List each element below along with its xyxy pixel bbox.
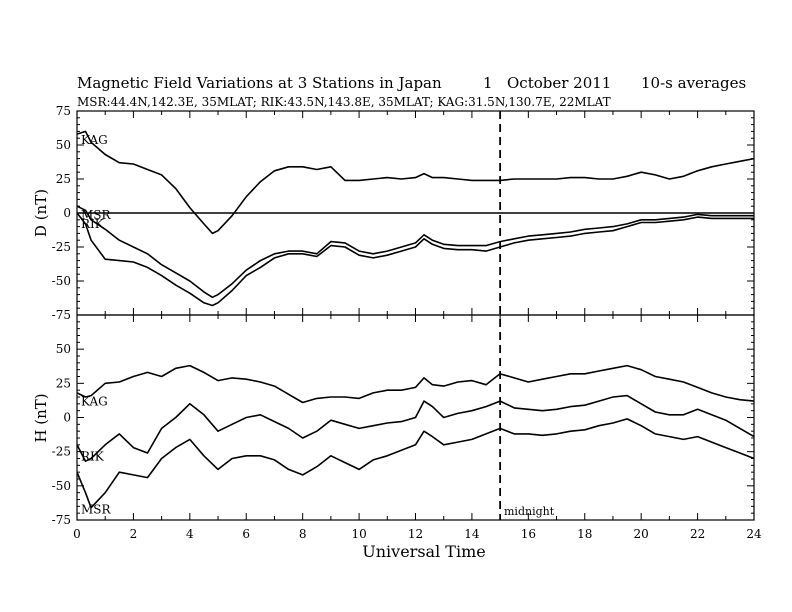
x-tick-label: 10 <box>351 527 366 541</box>
date-day: 1 <box>483 74 493 92</box>
x-tick-label: 20 <box>634 527 649 541</box>
midnight-label: midnight <box>504 505 555 518</box>
panel-h-ylabel: H (nT) <box>32 393 50 442</box>
x-axis-label: Universal Time <box>362 542 485 561</box>
station-label-rik: RIK <box>81 450 105 464</box>
y-tick-label: -25 <box>52 240 71 254</box>
panel-h-axis: 50 25 0 -25 -50 -75 <box>52 321 754 527</box>
y-tick-label: -25 <box>52 445 71 459</box>
x-tick-label: 22 <box>690 527 705 541</box>
x-tick-label: 12 <box>408 527 423 541</box>
x-tick-label: 0 <box>73 527 81 541</box>
x-tick-label: 4 <box>186 527 194 541</box>
station-label-kag: KAG <box>81 395 108 409</box>
y-tick-label: 0 <box>63 206 71 220</box>
station-label-rik: RIK <box>81 217 105 231</box>
series-rik-line-panel-d <box>76 212 754 307</box>
y-tick-label: 50 <box>56 138 71 152</box>
y-tick-label: 75 <box>56 104 71 118</box>
station-label-msr: MSR <box>81 208 112 222</box>
station-label-msr: MSR <box>81 503 112 517</box>
x-tick-label: 16 <box>521 527 536 541</box>
series-msr-line-panel-d <box>76 205 754 299</box>
y-tick-label: 50 <box>56 342 71 356</box>
series-lines <box>76 111 755 520</box>
series-kag-line-panel-h <box>76 364 755 404</box>
station-subtitle: MSR:44.4N,142.3E, 35MLAT; RIK:43.5N,143.… <box>77 95 611 109</box>
series-msr-line-panel-h <box>76 418 755 509</box>
x-axis: 0 2 4 6 8 10 12 14 16 18 20 22 24 <box>73 111 762 541</box>
x-tick-label: 6 <box>242 527 250 541</box>
y-tick-label: 0 <box>63 411 71 425</box>
y-tick-label: 25 <box>56 172 71 186</box>
y-tick-label: -50 <box>52 274 71 288</box>
date-month-year: October 2011 <box>507 74 611 92</box>
x-tick-label: 24 <box>746 527 762 541</box>
y-tick-label: -75 <box>52 513 71 527</box>
x-tick-label: 14 <box>464 527 480 541</box>
series-kag-line-panel-d <box>76 130 755 235</box>
y-tick-label: -50 <box>52 479 71 493</box>
x-tick-label: 18 <box>577 527 592 541</box>
y-tick-label: -75 <box>52 308 71 322</box>
series-rik-line-panel-h <box>76 394 755 463</box>
chart-title: Magnetic Field Variations at 3 Stations … <box>77 74 442 92</box>
x-tick-label: 8 <box>299 527 307 541</box>
x-tick-label: 2 <box>130 527 138 541</box>
station-label-kag: KAG <box>81 133 108 147</box>
panel-d-ylabel: D (nT) <box>32 189 50 237</box>
averaging-note: 10-s averages <box>641 74 746 92</box>
y-tick-label: 25 <box>56 376 71 390</box>
panel-d-axis: 75 50 25 0 -25 -50 -75 <box>52 104 754 322</box>
